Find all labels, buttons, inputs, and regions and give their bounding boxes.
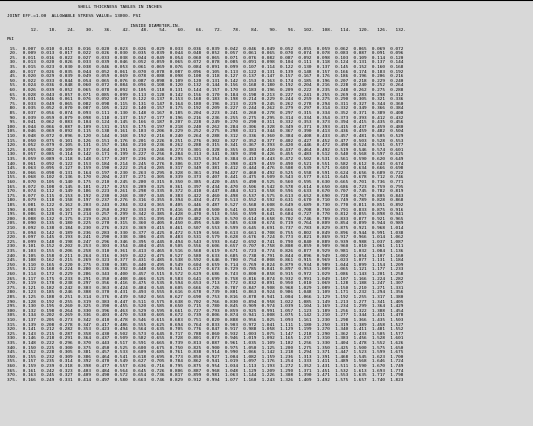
- Text: SHELL THICKNESS TABLES IN INCHES

JOINT EFF.=1.00  ALLOWABLE STRESS VALUE= 13800: SHELL THICKNESS TABLES IN INCHES JOINT E…: [7, 5, 406, 381]
